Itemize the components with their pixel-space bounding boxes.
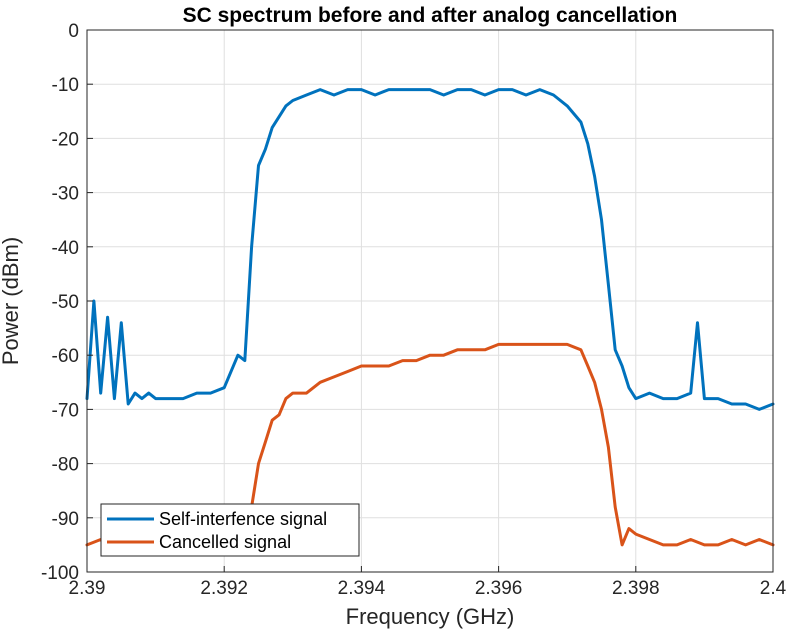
x-tick-label: 2.396 xyxy=(475,578,523,599)
x-tick-label: 2.392 xyxy=(200,578,248,599)
y-axis-label: Power (dBm) xyxy=(0,237,23,365)
x-axis-label: Frequency (GHz) xyxy=(346,604,515,629)
y-tick-label: -30 xyxy=(52,184,79,205)
x-tick-label: 2.394 xyxy=(338,578,386,599)
self-interference-line xyxy=(85,88,775,411)
legend-box xyxy=(100,503,360,557)
y-tick-label: -80 xyxy=(52,455,79,476)
x-tick-label: 2.39 xyxy=(69,578,106,599)
y-tick-label: -100 xyxy=(41,563,79,584)
legend-label-cancelled: Cancelled signal xyxy=(159,532,291,552)
y-tick-label: -20 xyxy=(52,129,79,150)
y-tick-label: -70 xyxy=(52,400,79,421)
legend-label-self-interference: Self-interfence signal xyxy=(159,509,327,529)
y-tick-label: -50 xyxy=(52,292,79,313)
x-tick-label: 2.398 xyxy=(612,578,660,599)
legend: Self-interfence signal Cancelled signal xyxy=(100,503,360,557)
y-tick-label: -40 xyxy=(52,238,79,259)
x-tick-label: 2.4 xyxy=(760,578,787,599)
y-tick-label: -60 xyxy=(52,346,79,367)
chart-title: SC spectrum before and after analog canc… xyxy=(183,4,678,27)
y-tick-label: -90 xyxy=(52,509,79,530)
y-tick-label: 0 xyxy=(68,21,79,42)
axis-ticks: 2.39 2.392 2.394 2.396 2.398 2.4 0 -10 -20 -30 -40… xyxy=(41,21,787,599)
y-tick-label: -10 xyxy=(52,75,79,96)
